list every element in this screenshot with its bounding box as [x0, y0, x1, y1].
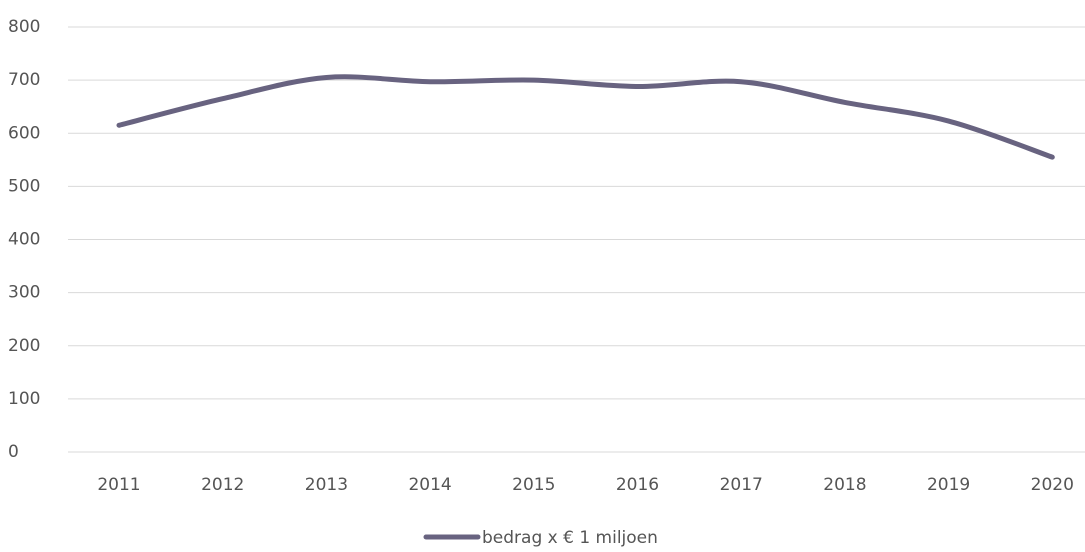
- x-tick-label: 2011: [97, 475, 140, 495]
- y-tick-label: 500: [8, 176, 40, 196]
- x-tick-label: 2012: [201, 475, 244, 495]
- x-tick-label: 2013: [305, 475, 348, 495]
- y-tick-label: 300: [8, 283, 40, 303]
- x-tick-label: 2018: [823, 475, 866, 495]
- x-tick-label: 2015: [512, 475, 555, 495]
- x-tick-label: 2017: [720, 475, 763, 495]
- y-tick-label: 0: [8, 442, 19, 462]
- line: [116, 74, 1055, 160]
- x-tick-label: 2016: [616, 475, 659, 495]
- y-tick-label: 800: [8, 17, 40, 37]
- y-tick-label: 400: [8, 230, 40, 250]
- y-tick-label: 200: [8, 336, 40, 356]
- y-tick-label: 700: [8, 70, 40, 90]
- x-tick-label: 2020: [1031, 475, 1074, 495]
- x-tick-label: 2014: [408, 475, 451, 495]
- legend-label: bedrag x € 1 miljoen: [482, 528, 658, 548]
- y-tick-label: 100: [8, 389, 40, 409]
- y-tick-label: 600: [8, 123, 40, 143]
- x-tick-label: 2019: [927, 475, 970, 495]
